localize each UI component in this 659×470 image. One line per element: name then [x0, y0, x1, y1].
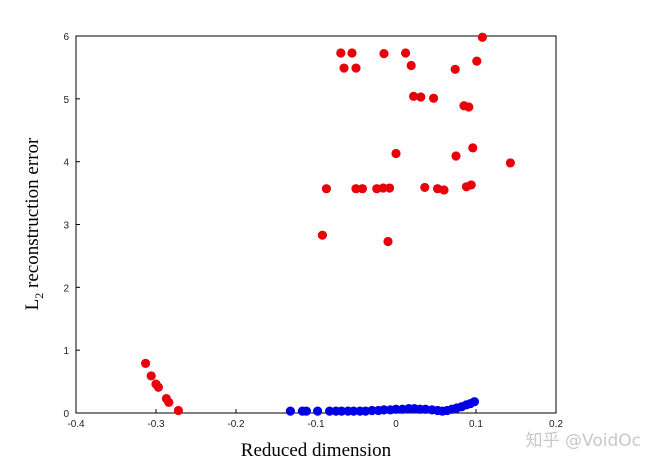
blue-data-point — [379, 405, 389, 415]
red-data-point — [416, 92, 426, 102]
red-data-point — [321, 184, 331, 194]
x-tick-label: -0.4 — [67, 419, 85, 430]
red-data-point — [429, 93, 439, 103]
blue-data-point — [301, 406, 311, 416]
red-data-point — [317, 230, 327, 240]
y-tick-label: 1 — [63, 346, 69, 357]
x-tick-label: 0.1 — [469, 419, 483, 430]
red-data-point — [391, 148, 401, 159]
red-data-point — [406, 60, 416, 71]
y-axis-ticks: 0 1 2 3 4 5 6 — [63, 32, 80, 420]
red-data-point — [383, 236, 393, 247]
red-data-point — [409, 91, 419, 101]
y-axis-label: L2 reconstruction error — [22, 137, 46, 310]
red-data-point — [450, 64, 460, 74]
red-data-point — [464, 102, 474, 112]
red-data-point — [505, 158, 515, 168]
red-data-point — [173, 405, 183, 416]
red-data-point — [351, 63, 361, 73]
blue-data-point — [313, 406, 323, 416]
y-axis-label-sub: 2 — [32, 293, 46, 299]
red-data-point — [420, 182, 430, 193]
red-data-point — [146, 371, 156, 381]
red-data-point — [336, 48, 346, 58]
red-data-point — [451, 151, 461, 161]
blue-data-point — [469, 397, 479, 407]
y-tick-label: 0 — [63, 409, 69, 420]
red-data-point — [468, 143, 478, 153]
x-tick-label: -0.2 — [227, 419, 245, 430]
x-tick-label: 0.2 — [549, 419, 563, 430]
red-data-point — [385, 183, 395, 193]
blue-data-point — [367, 405, 377, 416]
y-axis-label-rest: reconstruction error — [22, 137, 43, 293]
red-data-point — [472, 56, 482, 66]
y-axis-label-main: L — [22, 299, 43, 311]
blue-data-point — [337, 406, 347, 416]
red-data-point — [401, 48, 411, 58]
red-data-point — [164, 397, 174, 407]
red-data-point — [351, 184, 361, 194]
y-tick-label: 2 — [63, 283, 69, 294]
red-data-point — [357, 184, 367, 194]
red-data-point — [347, 48, 357, 58]
y-tick-label: 6 — [63, 32, 69, 43]
y-tick-label: 5 — [63, 95, 69, 106]
plot-frame — [75, 35, 557, 414]
red-data-point — [477, 32, 487, 42]
x-tick-label: -0.3 — [147, 419, 165, 430]
red-data-point — [378, 183, 388, 193]
red-data-point — [466, 180, 476, 190]
y-tick-label: 3 — [63, 221, 69, 232]
red-data-point — [141, 358, 151, 368]
y-tick-label: 4 — [63, 158, 69, 169]
x-axis-label: Reduced dimension — [241, 440, 392, 461]
watermark-text: 知乎 @VoidOc — [526, 431, 641, 451]
blue-data-point — [325, 406, 335, 416]
blue-data-point — [391, 404, 401, 414]
x-tick-label: -0.1 — [307, 419, 325, 430]
x-tick-label: 0 — [393, 419, 399, 430]
red-data-point — [439, 185, 449, 195]
red-data-point — [339, 63, 349, 73]
blue-data-point — [349, 406, 359, 416]
data-points — [141, 32, 515, 416]
blue-data-point — [285, 406, 295, 416]
red-data-point — [153, 382, 163, 392]
red-data-point — [379, 48, 389, 59]
